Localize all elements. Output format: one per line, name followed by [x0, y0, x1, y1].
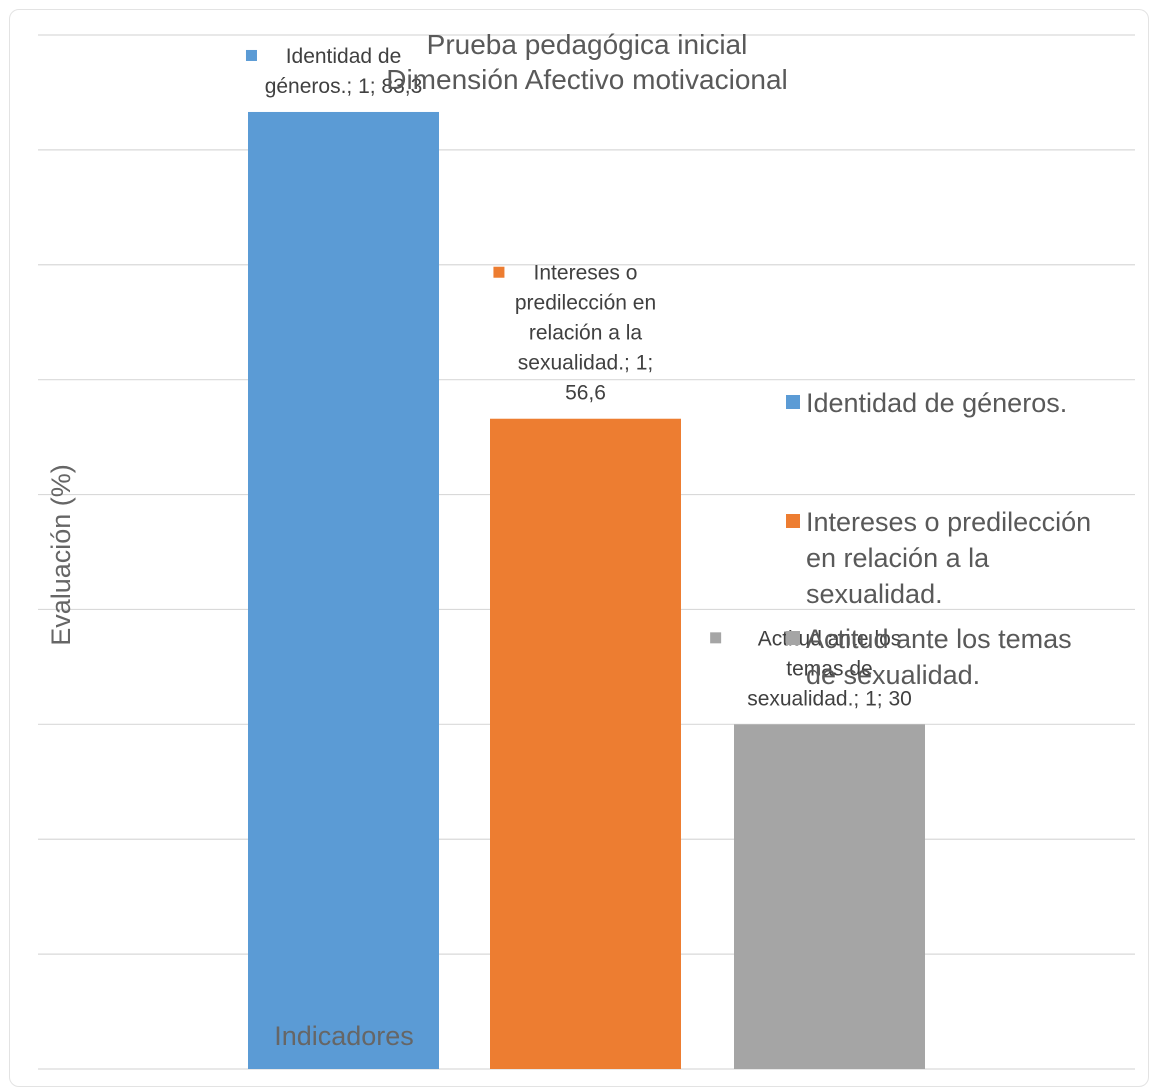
legend-label: en relación a la: [806, 543, 990, 573]
data-label-line: géneros.; 1; 83,3: [265, 75, 423, 98]
legend-label: Intereses o predilección: [806, 507, 1091, 537]
data-label-line: 56,6: [565, 382, 606, 405]
bars: [248, 111, 925, 1069]
legend-label: Actitud ante los temas: [806, 624, 1072, 654]
chart-title: Prueba pedagógica inicial: [427, 29, 748, 60]
legend-entry-1: Identidad de géneros.: [786, 388, 1067, 418]
legend-label: Identidad de géneros.: [806, 388, 1067, 418]
data-label-marker: [493, 266, 505, 278]
data-label-marker: [710, 632, 722, 644]
data-label-marker: [245, 49, 257, 61]
legend: Identidad de géneros. Intereses o predile…: [786, 388, 1091, 690]
data-label-2: Intereses o predilección en relación a la s…: [493, 262, 656, 405]
data-label-line: Intereses o: [534, 262, 638, 285]
data-label-line: Identidad de: [286, 45, 402, 68]
legend-entry-2: Intereses o predilección en relación a la…: [786, 507, 1091, 609]
legend-entry-3: Actitud ante los temas de sexualidad.: [786, 624, 1072, 690]
legend-label: sexualidad.: [806, 579, 943, 609]
bar-3: [734, 724, 925, 1069]
data-label-line: sexualidad.; 1;: [518, 352, 653, 375]
gridlines: [38, 34, 1135, 1070]
legend-swatch: [786, 631, 800, 645]
data-label-line: relación a la: [529, 322, 643, 345]
data-label-line: temas de: [786, 657, 872, 680]
bar-1: [248, 111, 439, 1069]
data-labels: Identidad de géneros.; 1; 83,3 Intereses o…: [245, 45, 912, 710]
chart-subtitle: Dimensión Afectivo motivacional: [386, 64, 788, 95]
axis-label-y: Evaluación (%): [46, 464, 76, 646]
legend-label: de sexualidad.: [806, 660, 980, 690]
data-label-1: Identidad de géneros.; 1; 83,3: [245, 45, 423, 98]
legend-swatch: [786, 514, 800, 528]
data-label-line: predilección en: [515, 292, 656, 315]
data-label-line: sexualidad.; 1; 30: [747, 687, 912, 710]
axis-label-x: Indicadores: [274, 1021, 414, 1051]
legend-swatch: [786, 395, 800, 409]
bar-2: [490, 418, 681, 1069]
